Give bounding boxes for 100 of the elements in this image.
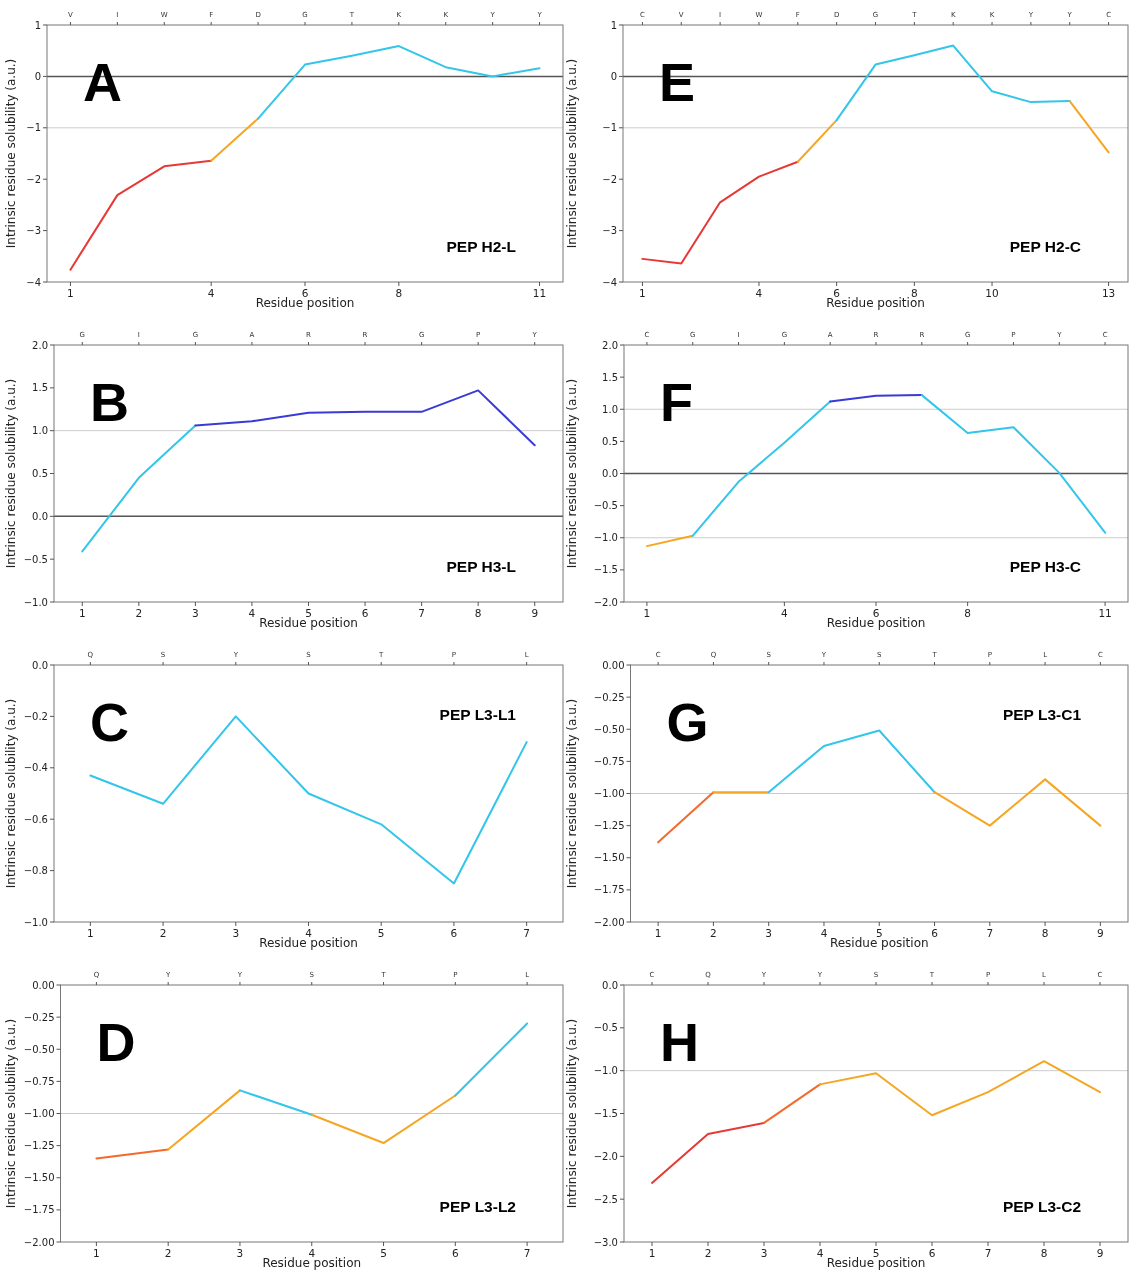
x-axis-title: Residue position	[259, 616, 358, 630]
line-series	[819, 1060, 1101, 1117]
y-axis-title: Intrinsic residue solubility (a.u.)	[565, 698, 579, 889]
line-series	[691, 400, 832, 537]
y-tick-label: 0.5	[602, 435, 618, 447]
x2-tick-label: 9	[1097, 927, 1104, 939]
x2-tick-label: 2	[135, 607, 143, 619]
y-tick-label: −2	[26, 173, 41, 185]
x2-tick-label: 4	[820, 927, 828, 939]
x2-tick-label: 4	[308, 1247, 316, 1259]
x2-tick-label: 11	[1098, 607, 1112, 619]
x2-tick-label: 10	[985, 287, 999, 299]
y-tick-label: −3	[602, 225, 617, 237]
annotation: PEP L3-L2	[439, 1198, 516, 1215]
x2-tick-label: 3	[192, 607, 199, 619]
x2-tick-label: 6	[361, 607, 369, 619]
x2-tick-label: 1	[87, 927, 94, 939]
annotation: H	[660, 1012, 699, 1072]
line-series	[194, 389, 536, 447]
y-tick-label: −0.25	[23, 1011, 55, 1023]
x2-tick-label: 7	[523, 1247, 531, 1259]
x2-tick-label: 5	[377, 927, 385, 939]
annotation: PEP L3-C1	[1002, 706, 1082, 723]
x2-tick-label: 8	[474, 607, 482, 619]
y-tick-label: −2	[602, 173, 617, 185]
y-tick-label: 1.0	[32, 425, 48, 437]
y-tick-label: −1.25	[23, 1140, 55, 1152]
y-tick-label: −0.5	[593, 500, 618, 512]
x2-tick-label: 4	[755, 287, 763, 299]
annotation: PEP H2-C	[1009, 238, 1081, 255]
x2-tick-label: 9	[1096, 1247, 1104, 1259]
y-tick-label: −1.5	[593, 1108, 618, 1119]
x2-tick-label: 5	[875, 927, 883, 939]
y-tick-label: 1.5	[602, 371, 618, 383]
y-tick-label: 0.0	[32, 659, 48, 671]
x-axis-title: Residue position	[826, 1256, 926, 1270]
y-tick-label: −4	[26, 276, 41, 288]
annotation: PEP L3-C2	[1002, 1198, 1081, 1215]
y-tick-label: −2.00	[593, 916, 625, 928]
y-tick-label: 0.00	[602, 659, 625, 671]
x2-tick-label: 7	[523, 927, 530, 939]
x2-tick-label: 5	[380, 1247, 387, 1259]
x2-tick-label: 7	[986, 927, 994, 939]
x2-tick-label: 5	[305, 607, 312, 619]
y-tick-label: −1.75	[593, 884, 625, 896]
x2-tick-label: 1	[78, 607, 86, 619]
x2-tick-label: 3	[232, 927, 240, 939]
y-axis-title: Intrinsic residue solubility (a.u.)	[4, 1018, 18, 1209]
y-tick-label: −0.6	[23, 813, 48, 825]
y-tick-label: −1.75	[23, 1204, 55, 1216]
x2-tick-label: 1	[639, 287, 646, 299]
x-axis-title: Residue position	[255, 296, 355, 310]
y-tick-label: 0	[34, 70, 41, 82]
x2-tick-label: 11	[532, 287, 547, 299]
x-axis-title: Residue position	[262, 1256, 362, 1270]
annotation: F	[660, 372, 693, 432]
line-series	[69, 159, 213, 271]
x-axis-title: Residue position	[259, 936, 358, 950]
x-axis-title: Residue position	[826, 616, 926, 630]
y-tick-label: 0.5	[32, 468, 48, 479]
y-tick-label: −1.5	[593, 564, 618, 576]
x2-tick-label: 2	[704, 1247, 712, 1259]
y-tick-label: −4	[602, 276, 617, 288]
y-tick-label: −2.5	[593, 1193, 618, 1205]
x2-tick-label: 3	[760, 1247, 768, 1259]
x2-tick-label: 6	[833, 287, 841, 299]
x2-tick-label: 4	[207, 287, 215, 299]
y-tick-label: −3	[26, 225, 41, 237]
y-tick-label: −0.5	[23, 553, 48, 565]
line-series	[257, 45, 541, 120]
annotation: G	[666, 692, 709, 752]
y-tick-label: −0.8	[23, 865, 48, 877]
y-tick-label: 1	[610, 19, 617, 31]
x2-tick-label: 5	[872, 1247, 880, 1259]
y-tick-label: −0.75	[23, 1075, 55, 1087]
y-tick-label: −2.00	[23, 1236, 55, 1248]
x2-tick-label: 6	[301, 287, 309, 299]
x2-tick-label: 1	[654, 927, 662, 939]
y-tick-label: 1	[34, 19, 41, 31]
x2-tick-label: 8	[964, 607, 971, 619]
y-tick-label: 0.0	[32, 510, 48, 522]
y-tick-label: −2.0	[593, 596, 618, 608]
y-axis-title: Intrinsic residue solubility (a.u.)	[4, 378, 18, 569]
x2-tick-label: 6	[450, 927, 458, 939]
annotation: D	[96, 1012, 136, 1072]
y-tick-label: 0.0	[602, 979, 618, 991]
x2-tick-label: 13	[1101, 287, 1116, 299]
y-tick-label: −1.0	[23, 916, 48, 928]
y-axis-title: Intrinsic residue solubility (a.u.)	[4, 698, 18, 889]
y-tick-label: −0.4	[23, 762, 48, 774]
y-axis-title: Intrinsic residue solubility (a.u.)	[565, 378, 579, 569]
annotation: PEP H2-L	[446, 238, 516, 255]
x2-tick-label: 1	[93, 1247, 100, 1259]
annotation: C	[90, 692, 129, 752]
annotation: B	[90, 372, 129, 432]
x2-tick-label: 4	[305, 927, 313, 939]
x2-tick-label: 6	[928, 1247, 936, 1259]
y-tick-label: 1.0	[602, 403, 618, 415]
x2-tick-label: 2	[164, 1247, 172, 1259]
y-tick-label: 2.0	[32, 339, 48, 351]
